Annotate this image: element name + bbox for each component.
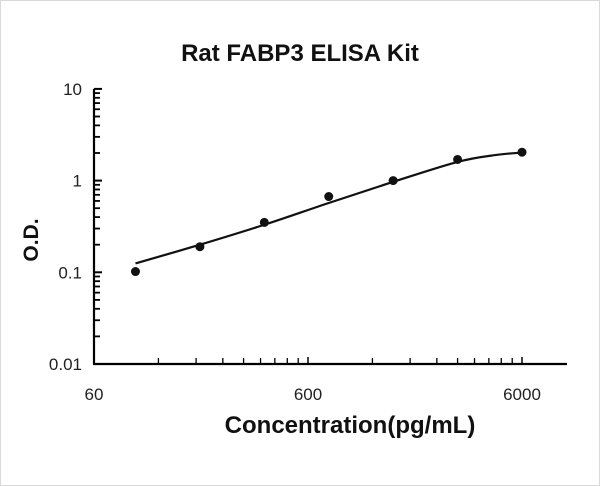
data-point <box>324 192 334 202</box>
y-tick-label: 0.01 <box>49 355 82 374</box>
tick-labels: 0.01 0.1 1 10 60 600 6000 <box>49 80 541 404</box>
y-tick-label: 1 <box>73 172 82 191</box>
data-point <box>388 176 398 186</box>
data-point <box>517 147 527 157</box>
chart-title: Rat FABP3 ELISA Kit <box>181 40 419 67</box>
y-tick-label: 0.1 <box>58 263 82 282</box>
data-points <box>130 147 527 277</box>
x-tick-label: 6000 <box>503 385 541 404</box>
data-point <box>195 242 205 252</box>
data-point <box>130 267 140 277</box>
data-point <box>259 217 269 227</box>
axes <box>92 87 567 366</box>
data-point <box>453 154 463 164</box>
x-tick-label: 60 <box>85 385 104 404</box>
y-tick-label: 10 <box>63 80 82 99</box>
fit-curve <box>135 151 523 265</box>
x-axis-label: Concentration(pg/mL) <box>224 412 476 439</box>
x-tick-label: 600 <box>294 385 322 404</box>
